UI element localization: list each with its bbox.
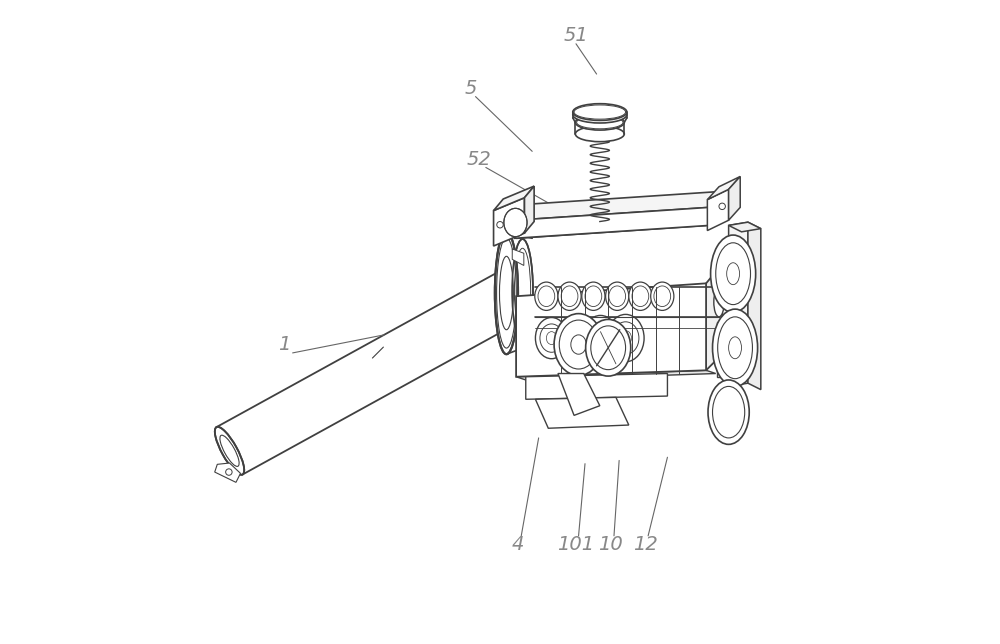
Polygon shape (535, 397, 629, 428)
Polygon shape (729, 222, 761, 232)
Ellipse shape (582, 282, 605, 310)
Polygon shape (717, 322, 732, 377)
Text: 12: 12 (633, 535, 658, 554)
Ellipse shape (711, 235, 756, 312)
Polygon shape (494, 186, 534, 211)
Ellipse shape (713, 309, 758, 386)
Polygon shape (719, 251, 735, 287)
Ellipse shape (575, 115, 624, 130)
Ellipse shape (573, 106, 627, 123)
Ellipse shape (504, 209, 527, 237)
Ellipse shape (575, 126, 624, 142)
Text: 52: 52 (467, 150, 492, 169)
Ellipse shape (586, 319, 631, 376)
Ellipse shape (226, 469, 232, 475)
Ellipse shape (719, 203, 725, 209)
Polygon shape (729, 176, 740, 220)
Polygon shape (516, 206, 722, 238)
Polygon shape (215, 463, 240, 482)
Ellipse shape (708, 380, 749, 444)
Ellipse shape (629, 282, 652, 310)
Polygon shape (706, 264, 722, 370)
Text: 51: 51 (564, 26, 588, 45)
Ellipse shape (495, 232, 518, 354)
Text: 101: 101 (557, 535, 594, 554)
Ellipse shape (554, 314, 603, 375)
Polygon shape (494, 198, 524, 246)
Text: 1: 1 (278, 335, 290, 354)
Polygon shape (516, 370, 716, 380)
Ellipse shape (714, 287, 724, 317)
Polygon shape (524, 186, 534, 233)
Ellipse shape (215, 427, 244, 475)
Ellipse shape (583, 316, 618, 361)
Ellipse shape (497, 222, 503, 228)
Ellipse shape (606, 282, 629, 310)
Ellipse shape (607, 314, 644, 362)
Ellipse shape (573, 104, 627, 120)
Polygon shape (748, 222, 761, 390)
Text: 10: 10 (598, 535, 623, 554)
Polygon shape (707, 189, 729, 231)
Polygon shape (512, 249, 524, 265)
Polygon shape (526, 374, 667, 399)
Ellipse shape (558, 282, 581, 310)
Ellipse shape (535, 317, 568, 359)
Text: 5: 5 (465, 79, 477, 99)
Text: 4: 4 (512, 535, 524, 554)
Polygon shape (729, 222, 748, 386)
Ellipse shape (651, 282, 674, 310)
Polygon shape (515, 191, 723, 220)
Polygon shape (515, 207, 709, 238)
Polygon shape (709, 191, 723, 225)
Ellipse shape (512, 239, 533, 343)
Ellipse shape (559, 316, 593, 360)
Polygon shape (707, 176, 740, 200)
Polygon shape (558, 374, 600, 415)
Polygon shape (516, 283, 706, 377)
Ellipse shape (535, 282, 558, 310)
